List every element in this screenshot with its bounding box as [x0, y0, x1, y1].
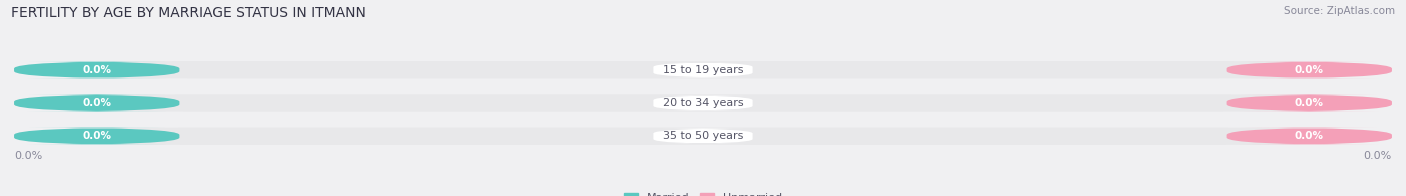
Text: 0.0%: 0.0%	[1295, 65, 1324, 75]
Legend: Married, Unmarried: Married, Unmarried	[620, 188, 786, 196]
FancyBboxPatch shape	[650, 128, 756, 144]
Text: 0.0%: 0.0%	[82, 65, 111, 75]
FancyBboxPatch shape	[1226, 94, 1392, 112]
FancyBboxPatch shape	[14, 61, 180, 78]
Text: 0.0%: 0.0%	[1295, 98, 1324, 108]
FancyBboxPatch shape	[650, 62, 756, 78]
FancyBboxPatch shape	[1226, 128, 1392, 145]
FancyBboxPatch shape	[14, 128, 180, 145]
Text: 0.0%: 0.0%	[1364, 151, 1392, 161]
FancyBboxPatch shape	[14, 128, 1392, 145]
Text: 15 to 19 years: 15 to 19 years	[662, 65, 744, 75]
Text: 0.0%: 0.0%	[1295, 131, 1324, 141]
Text: FERTILITY BY AGE BY MARRIAGE STATUS IN ITMANN: FERTILITY BY AGE BY MARRIAGE STATUS IN I…	[11, 6, 366, 20]
Text: Source: ZipAtlas.com: Source: ZipAtlas.com	[1284, 6, 1395, 16]
FancyBboxPatch shape	[14, 94, 180, 112]
Text: 0.0%: 0.0%	[82, 131, 111, 141]
Text: 0.0%: 0.0%	[14, 151, 42, 161]
Text: 20 to 34 years: 20 to 34 years	[662, 98, 744, 108]
FancyBboxPatch shape	[14, 61, 1392, 78]
FancyBboxPatch shape	[14, 94, 1392, 112]
Text: 0.0%: 0.0%	[82, 98, 111, 108]
FancyBboxPatch shape	[650, 95, 756, 111]
Text: 35 to 50 years: 35 to 50 years	[662, 131, 744, 141]
FancyBboxPatch shape	[1226, 61, 1392, 78]
